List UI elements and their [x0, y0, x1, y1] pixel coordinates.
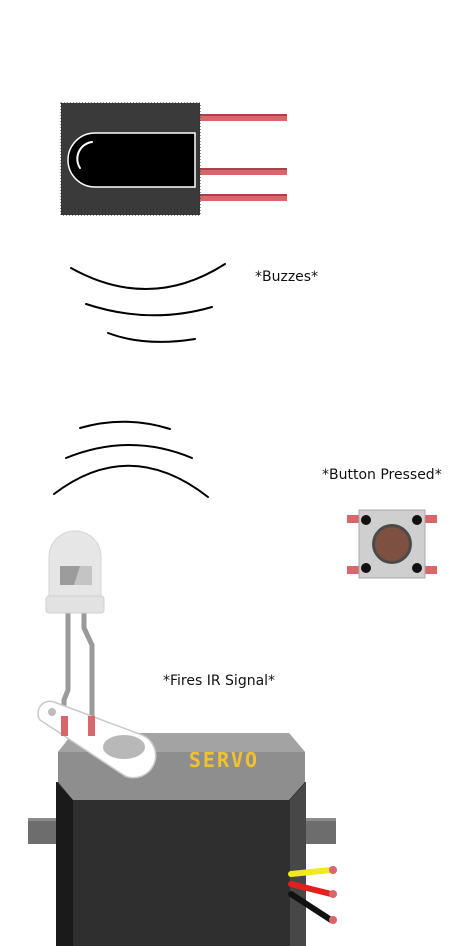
ir-receiver-lens: [67, 132, 196, 188]
ir-led-rim: [45, 595, 105, 614]
ir-signal-waves: [53, 420, 209, 498]
servo-wires: [288, 866, 337, 924]
fires-ir-signal-caption: *Fires IR Signal*: [163, 673, 276, 689]
ir-receiver-icon: [60, 102, 287, 216]
buzzes-caption: *Buzzes*: [255, 269, 319, 285]
push-button-icon: [347, 509, 437, 579]
button-pressed-caption: *Button Pressed*: [322, 467, 442, 483]
ir-receiver-pins: [197, 114, 287, 201]
push-button-cap: [375, 527, 409, 561]
servo-label: SERVO: [189, 748, 259, 772]
servo-body: [56, 782, 306, 946]
ir-led-icon: [45, 530, 105, 734]
buzz-sound-waves: [70, 263, 226, 343]
ir-led-lead-tips: [61, 716, 95, 736]
servo-motor-icon: SERVO: [28, 700, 337, 946]
